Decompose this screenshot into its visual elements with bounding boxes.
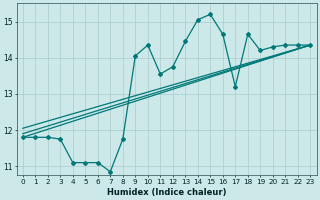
X-axis label: Humidex (Indice chaleur): Humidex (Indice chaleur) [107,188,226,197]
